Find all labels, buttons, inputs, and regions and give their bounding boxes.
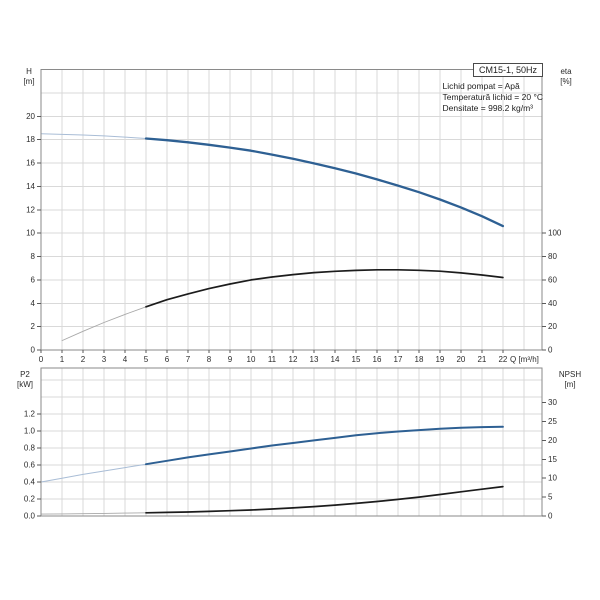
npsh-axis-label-symbol: NPSH xyxy=(558,370,582,379)
svg-text:15: 15 xyxy=(548,455,557,464)
svg-text:14: 14 xyxy=(331,355,340,364)
head-curve xyxy=(144,137,505,228)
power-axis-label-symbol: P2 xyxy=(20,370,30,379)
svg-text:18: 18 xyxy=(415,355,424,364)
power-axis-label: P2 [kW] xyxy=(10,370,40,390)
svg-text:0.4: 0.4 xyxy=(24,478,36,487)
svg-text:14: 14 xyxy=(26,182,35,191)
svg-text:0.0: 0.0 xyxy=(24,512,36,521)
liquid-info-block: Lichid pompat = Apă Temperatură lichid =… xyxy=(443,81,544,114)
svg-text:15: 15 xyxy=(352,355,361,364)
svg-text:0: 0 xyxy=(39,355,44,364)
p2-curve xyxy=(145,425,504,466)
svg-text:25: 25 xyxy=(548,417,557,426)
info-line-temperature: Temperatură lichid = 20 °C xyxy=(442,92,544,102)
npsh-curve-thin xyxy=(40,512,147,515)
curves xyxy=(40,133,505,342)
svg-text:21: 21 xyxy=(477,355,486,364)
flow-axis-label: Q [m³/h] xyxy=(510,355,539,364)
svg-text:0.6: 0.6 xyxy=(24,461,36,470)
svg-text:1.2: 1.2 xyxy=(24,410,36,419)
svg-text:40: 40 xyxy=(548,299,557,308)
svg-text:1: 1 xyxy=(60,355,65,364)
svg-text:5: 5 xyxy=(144,355,149,364)
grid xyxy=(41,69,542,350)
svg-text:12: 12 xyxy=(289,355,298,364)
svg-text:0.2: 0.2 xyxy=(24,495,36,504)
npsh-axis-label: NPSH [m] xyxy=(550,370,590,390)
svg-text:8: 8 xyxy=(207,355,212,364)
eta-axis-label-unit: [%] xyxy=(560,77,572,86)
head-axis-label-unit: [m] xyxy=(23,77,35,86)
svg-text:6: 6 xyxy=(31,275,36,284)
svg-text:13: 13 xyxy=(310,355,319,364)
svg-text:4: 4 xyxy=(31,299,36,308)
npsh-axis-label-unit: [m] xyxy=(564,380,576,389)
svg-text:0: 0 xyxy=(548,346,553,355)
svg-text:22: 22 xyxy=(498,355,507,364)
power-axis-label-unit: [kW] xyxy=(17,380,33,389)
p2-curve-thin xyxy=(40,463,147,483)
svg-text:0: 0 xyxy=(31,346,36,355)
svg-text:10: 10 xyxy=(548,474,557,483)
svg-text:60: 60 xyxy=(548,275,557,284)
eta-axis-label-symbol: eta xyxy=(560,67,572,76)
svg-text:0: 0 xyxy=(548,512,553,521)
svg-text:1.0: 1.0 xyxy=(24,427,36,436)
svg-text:9: 9 xyxy=(228,355,233,364)
svg-text:2: 2 xyxy=(81,355,86,364)
svg-text:10: 10 xyxy=(247,355,256,364)
svg-text:100: 100 xyxy=(548,229,562,238)
grid xyxy=(41,368,542,516)
svg-text:20: 20 xyxy=(456,355,465,364)
svg-text:20: 20 xyxy=(548,436,557,445)
svg-text:11: 11 xyxy=(268,355,277,364)
svg-text:16: 16 xyxy=(26,159,35,168)
eta-axis-label: eta [%] xyxy=(552,67,580,87)
svg-text:19: 19 xyxy=(435,355,444,364)
axis-ticks: 0.0 0.2 0.4 0.6 0.8 1.0 1.2 0 5 10 15 20 25 30 xyxy=(24,398,558,520)
head-axis-label-symbol: H xyxy=(26,67,32,76)
info-line-density: Densitate = 998.2 kg/m³ xyxy=(442,103,533,113)
head-curve-thin xyxy=(40,133,147,139)
svg-text:18: 18 xyxy=(26,135,35,144)
eta-curve xyxy=(145,268,504,308)
svg-text:20: 20 xyxy=(548,322,557,331)
power-npsh-chart: 0.0 0.2 0.4 0.6 0.8 1.0 1.2 0 5 10 15 20 25 30 xyxy=(24,367,558,521)
svg-text:8: 8 xyxy=(31,252,36,261)
svg-text:20: 20 xyxy=(26,112,35,121)
info-line-liquid: Lichid pompat = Apă xyxy=(442,81,520,91)
svg-text:17: 17 xyxy=(394,355,403,364)
svg-text:10: 10 xyxy=(26,229,35,238)
svg-text:3: 3 xyxy=(102,355,107,364)
svg-text:6: 6 xyxy=(165,355,170,364)
npsh-curve xyxy=(145,485,504,514)
head-axis-label: H [m] xyxy=(16,67,42,87)
svg-text:80: 80 xyxy=(548,252,557,261)
svg-text:5: 5 xyxy=(548,493,553,502)
plot-frame xyxy=(40,367,543,517)
svg-text:12: 12 xyxy=(26,205,35,214)
svg-text:7: 7 xyxy=(186,355,191,364)
svg-text:2: 2 xyxy=(31,322,36,331)
curves xyxy=(40,425,504,515)
svg-text:4: 4 xyxy=(123,355,128,364)
svg-text:0.8: 0.8 xyxy=(24,444,36,453)
eta-curve-thin xyxy=(61,306,147,342)
svg-text:16: 16 xyxy=(373,355,382,364)
svg-text:30: 30 xyxy=(548,398,557,407)
pump-model-badge: CM15-1, 50Hz xyxy=(472,63,543,77)
